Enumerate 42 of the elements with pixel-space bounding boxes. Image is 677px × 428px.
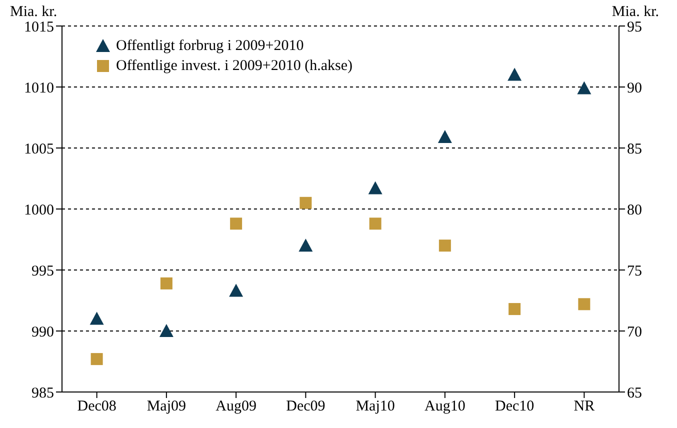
y-tick-label: 1005 (24, 141, 54, 158)
point (369, 218, 382, 230)
point (578, 298, 590, 310)
point (160, 277, 172, 290)
x-tick-label: Dec10 (494, 398, 534, 415)
y2-tick-label: 70 (627, 324, 642, 340)
x-tick-label: Maj09 (146, 398, 186, 415)
y2-tick-label: 65 (627, 385, 642, 402)
y2-axis-title: Mia. kr. (612, 4, 659, 21)
y-axis-title: Mia. kr. (10, 4, 58, 21)
x-tick-label: Aug10 (424, 398, 466, 415)
point (90, 353, 103, 366)
x-tick-label: Aug09 (216, 398, 256, 415)
y2-tick-label: 90 (627, 80, 642, 96)
point (508, 303, 521, 316)
point (438, 240, 451, 252)
y-tick-label: 985 (32, 385, 54, 402)
x-tick-label: NR (574, 398, 595, 415)
y-tick-label: 1015 (24, 19, 54, 36)
point (229, 284, 244, 297)
point (298, 238, 313, 252)
point (577, 81, 592, 94)
y2-tick-label: 85 (627, 141, 642, 158)
point (438, 130, 452, 144)
y-tick-label: 995 (32, 263, 54, 280)
y2-tick-label: 80 (627, 202, 642, 218)
legend-label: Offentlige invest. i 2009+2010 (h.akse) (116, 57, 352, 76)
x-tick-label: Maj10 (356, 398, 395, 415)
y-tick-label: 1000 (24, 202, 54, 218)
point (159, 324, 174, 337)
point (508, 68, 522, 81)
y-tick-label: 990 (32, 324, 54, 340)
point (368, 181, 382, 194)
point (230, 218, 242, 230)
legend-label: Offentligt forbrug i 2009+2010 (116, 37, 304, 56)
y2-tick-label: 95 (627, 19, 642, 36)
x-tick-label: Dec09 (286, 398, 326, 415)
point (300, 196, 312, 209)
y-tick-label: 1010 (24, 80, 54, 96)
x-tick-label: Dec08 (77, 398, 116, 415)
y2-tick-label: 75 (627, 263, 642, 280)
point (90, 312, 104, 325)
